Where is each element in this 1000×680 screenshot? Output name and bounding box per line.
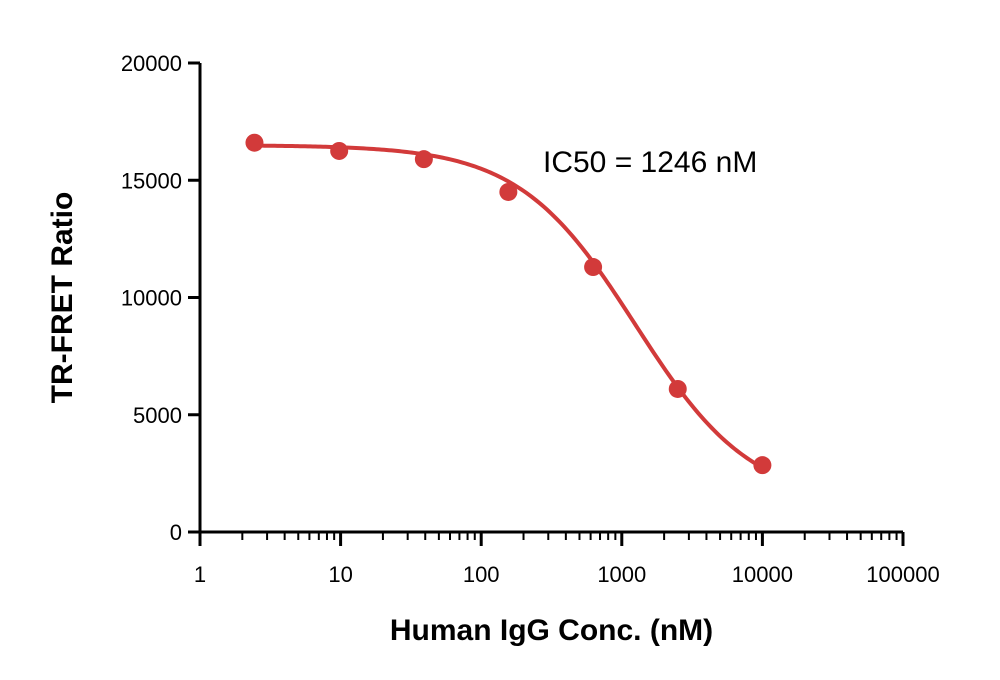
y-tick-label: 20000 — [121, 51, 182, 76]
x-axis-title: Human IgG Conc. (nM) — [390, 614, 713, 647]
ic50-annotation: IC50 = 1246 nM — [543, 146, 757, 179]
axes — [198, 63, 903, 534]
x-tick-label: 1 — [194, 562, 206, 587]
x-tick-label: 1000 — [597, 562, 646, 587]
x-tick-label: 10 — [328, 562, 352, 587]
data-point — [499, 182, 518, 201]
x-tick-label: 10000 — [732, 562, 793, 587]
y-tick-label: 5000 — [133, 403, 182, 428]
x-tick-label: 100000 — [866, 562, 939, 587]
y-tick-label: 10000 — [121, 286, 182, 311]
x-tick-label: 100 — [463, 562, 500, 587]
y-tick-label: 0 — [170, 520, 182, 545]
y-ticks: 0 5000 10000 15000 20000 — [121, 51, 200, 545]
data-point — [668, 379, 687, 398]
x-ticks: 1 10 100 1000 10000 100000 — [194, 532, 940, 587]
data-points — [245, 133, 772, 475]
data-point — [245, 133, 264, 152]
data-point — [414, 150, 433, 169]
data-point — [330, 141, 349, 160]
data-point — [753, 456, 772, 475]
data-point — [584, 258, 603, 277]
y-axis-title: TR-FRET Ratio — [46, 192, 79, 404]
y-tick-label: 15000 — [121, 168, 182, 193]
